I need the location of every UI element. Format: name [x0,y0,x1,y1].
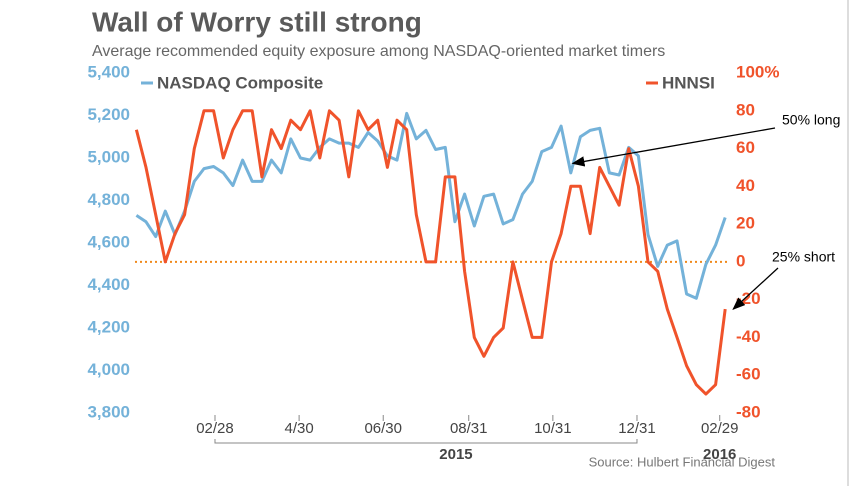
y-tick-label: 5,400 [87,62,130,81]
y2-tick-label: 60 [736,138,755,157]
y2-tick-label: 0 [736,251,745,270]
y2-tick-label: -20 [736,289,761,308]
chart-title: Wall of Worry still strong [92,6,422,37]
legend-label: HNNSI [662,73,715,92]
year-bracket [214,439,638,444]
x-tick-label: 06/30 [364,420,402,437]
y2-tick-label: 20 [736,214,755,233]
annotation: 50% long [782,112,840,128]
year-label: 2015 [439,446,472,463]
y2-tick-label: -80 [736,402,761,421]
legend-label: NASDAQ Composite [157,73,323,92]
chart-subtitle: Average recommended equity exposure amon… [92,43,665,60]
y2-tick-label: 40 [736,176,755,195]
y-tick-label: 4,200 [87,317,130,336]
annotation-arrow [732,267,779,310]
y2-tick-label: 80 [736,100,755,119]
y2-tick-label: -60 [736,365,761,384]
y-tick-label: 4,400 [87,275,130,294]
y-tick-label: 4,600 [87,232,130,251]
series-line [134,109,727,396]
annotation: 25% short [772,249,835,265]
y-tick-label: 4,800 [87,190,130,209]
series-line [135,111,727,300]
y2-tick-label: -40 [736,327,761,346]
y-tick-label: 5,000 [87,147,130,166]
y-tick-label: 5,200 [87,105,130,124]
source: Source: Hulbert Financial Digest [589,454,776,469]
x-tick-label: 02/29 [701,420,739,437]
x-tick-label: 4/30 [285,420,314,437]
x-tick-label: 02/28 [196,420,234,437]
y2-tick-label: 100% [736,62,779,81]
y-tick-label: 3,800 [87,402,130,421]
x-tick-label: 12/31 [618,420,656,437]
year-label: 2016 [703,446,736,463]
y-tick-label: 4,000 [87,360,130,379]
x-tick-label: 10/31 [534,420,572,437]
x-tick-label: 08/31 [450,420,488,437]
annotation-arrow [571,127,776,167]
